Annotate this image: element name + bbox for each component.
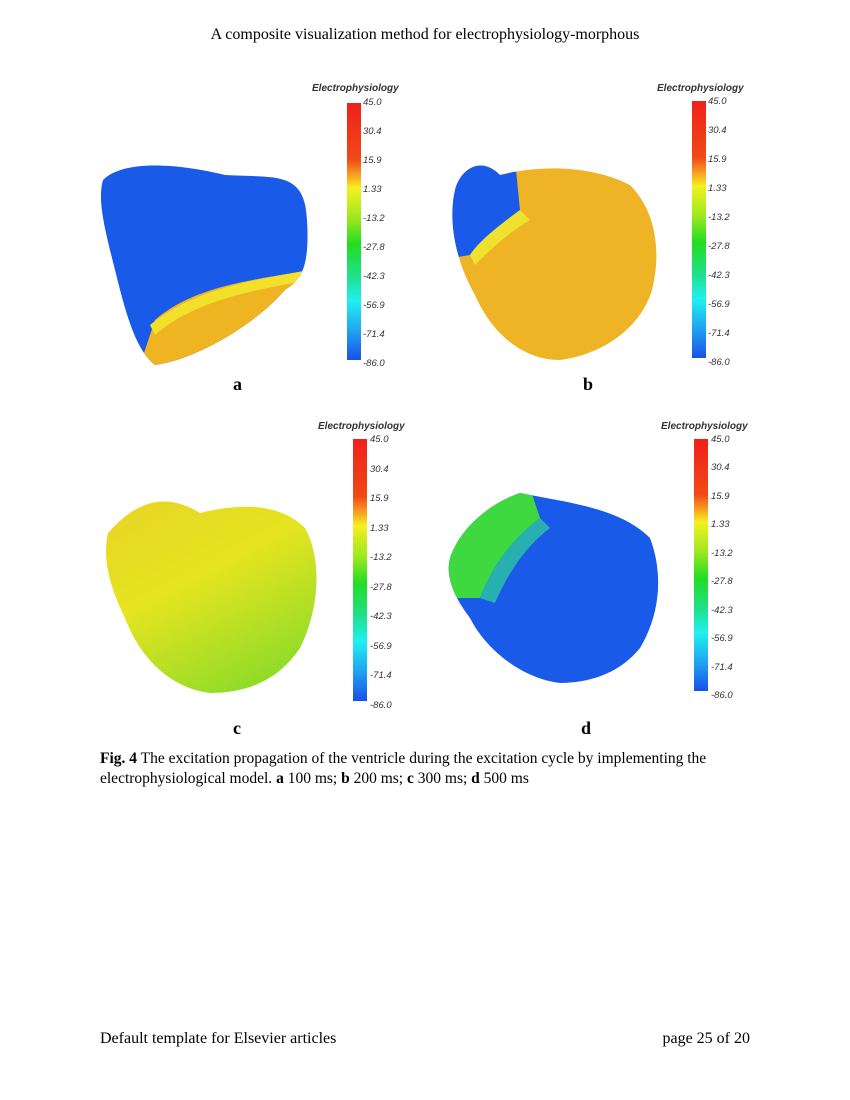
caption-value: 500 ms	[479, 770, 529, 787]
tick: -71.4	[708, 328, 730, 339]
tick: -13.2	[708, 212, 730, 223]
panel-label: c	[233, 718, 241, 738]
ventricle-image-c	[105, 501, 317, 693]
tick: -86.0	[370, 699, 392, 711]
tick: -13.2	[363, 213, 385, 224]
tick: 15.9	[370, 493, 389, 505]
tick: -71.4	[363, 329, 385, 340]
tick: 15.9	[708, 154, 727, 165]
panel-label: d	[581, 718, 592, 738]
colorbar	[694, 439, 708, 691]
colorbar-title: Electrophysiology	[657, 83, 744, 94]
colorbar-ticks: 45.0 30.4 15.9 1.33 -13.2 -27.8 -42.3 -56.9 -71.…	[370, 434, 392, 711]
tick: -27.8	[363, 242, 385, 253]
tick: 15.9	[711, 490, 730, 502]
tick: -13.2	[370, 552, 392, 564]
tick: 1.33	[370, 522, 389, 534]
tick: -42.3	[711, 604, 733, 616]
tick: -27.8	[370, 581, 392, 593]
caption-fig-label: Fig. 4	[100, 750, 138, 767]
caption-key: d	[471, 770, 480, 787]
colorbar-ticks: 45.0 30.4 15.9 1.33 -13.2 -27.8 -42.3 -56.9 -71.…	[711, 434, 733, 701]
tick: 1.33	[708, 183, 727, 194]
tick: -27.8	[711, 576, 733, 588]
caption-value: 100 ms;	[283, 770, 342, 787]
tick: -56.9	[370, 640, 392, 652]
tick: -56.9	[711, 633, 733, 645]
tick: -71.4	[711, 661, 733, 673]
tick: 30.4	[708, 125, 727, 136]
figure-panel-c: Electrophysiology 45.0 30.4 15.9 1.33 -13.2 -…	[100, 418, 440, 738]
ventricle-image-b	[452, 165, 657, 360]
ventricle-image-d	[448, 493, 659, 683]
tick: -42.3	[363, 271, 385, 282]
tick: -13.2	[711, 547, 733, 559]
figure-panel-a: Electrophysiology 45.0 30.4 15.9 1.33 -13.2 -…	[95, 80, 435, 394]
colorbar-title: Electrophysiology	[312, 83, 399, 94]
caption-key: c	[407, 770, 414, 787]
tick: 30.4	[370, 463, 389, 475]
colorbar	[347, 103, 361, 360]
tick: 15.9	[363, 155, 382, 166]
caption-key: b	[341, 770, 350, 787]
tick: -86.0	[708, 357, 730, 368]
colorbar-title: Electrophysiology	[318, 421, 405, 432]
footer-page-number: page 25 of 20	[662, 1030, 750, 1047]
running-header: A composite visualization method for ele…	[210, 26, 640, 43]
tick: 45.0	[370, 434, 389, 445]
caption-text: The excitation propagation of the ventri…	[100, 750, 707, 787]
colorbar-ticks: 45.0 30.4 15.9 1.33 -13.2 -27.8 -42.3 -56.9 -71.…	[708, 96, 730, 368]
caption-value: 300 ms;	[413, 770, 472, 787]
panel-label: b	[583, 374, 594, 394]
colorbar-title: Electrophysiology	[661, 421, 748, 432]
ventricle-image-a	[100, 165, 308, 366]
tick: 45.0	[363, 97, 382, 108]
tick: -56.9	[708, 299, 730, 310]
tick: -56.9	[363, 300, 385, 311]
colorbar	[692, 101, 706, 358]
caption-value: 200 ms;	[349, 770, 407, 787]
tick: -71.4	[370, 670, 392, 682]
tick: -42.3	[708, 270, 730, 281]
tick: -86.0	[363, 358, 385, 369]
footer-template: Default template for Elsevier articles	[100, 1030, 337, 1047]
tick: 45.0	[708, 96, 727, 107]
panel-label: a	[233, 374, 242, 394]
tick: 45.0	[711, 434, 730, 445]
colorbar-ticks: 45.0 30.4 15.9 1.33 -13.2 -27.8 -42.3 -56.9 -71.…	[363, 97, 385, 369]
tick: -27.8	[708, 241, 730, 252]
tick: -86.0	[711, 689, 733, 701]
tick: -42.3	[370, 611, 392, 623]
figure-caption: Fig. 4 The excitation propagation of the…	[100, 749, 760, 789]
caption-key: a	[276, 770, 284, 787]
tick: 1.33	[363, 184, 382, 195]
tick: 1.33	[711, 519, 730, 531]
figure-panel-d: Electrophysiology 45.0 30.4 15.9 1.33 -13.2 -…	[440, 418, 780, 738]
colorbar	[353, 439, 367, 701]
tick: 30.4	[363, 126, 382, 137]
tick: 30.4	[711, 462, 730, 474]
figure-panel-b: Electrophysiology 45.0 30.4 15.9 1.33 -13.2 -…	[440, 80, 780, 394]
